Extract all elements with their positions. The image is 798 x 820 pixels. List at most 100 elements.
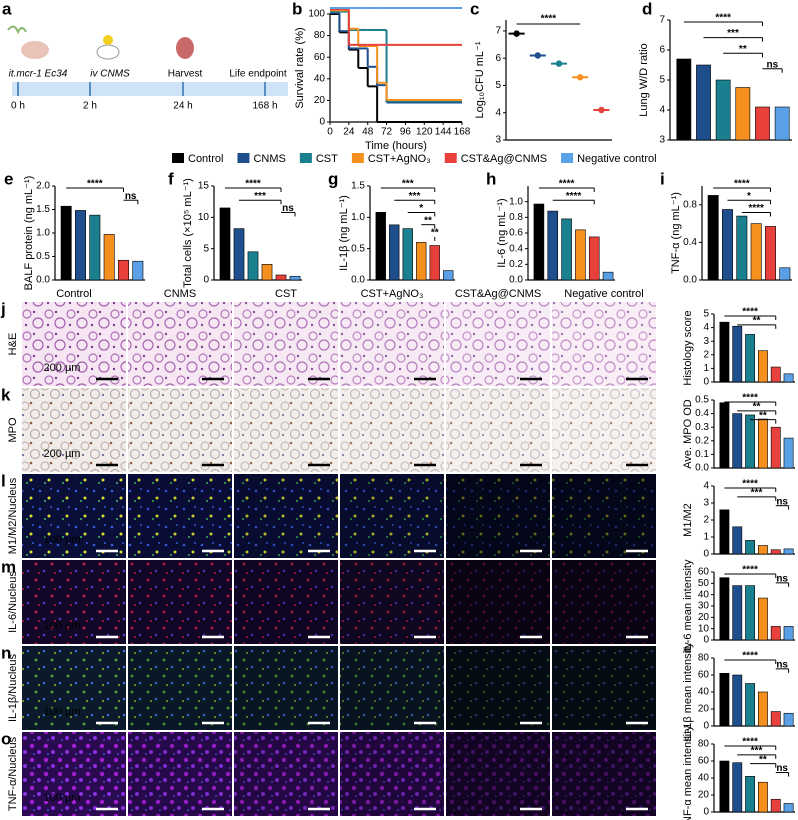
column-header: Negative control <box>564 288 644 300</box>
bar <box>770 711 781 727</box>
micrograph-dim <box>340 646 444 730</box>
y-tick-label: 0.1 <box>695 449 709 460</box>
stain-label: MPO <box>7 417 19 443</box>
y-tick-label: 5 <box>659 75 665 86</box>
panel-letter: l <box>1 471 6 490</box>
step-label: Harvest <box>168 69 203 80</box>
micrograph-dim <box>446 474 550 558</box>
micrograph <box>22 646 126 730</box>
micrograph <box>128 560 232 644</box>
bar <box>770 798 781 813</box>
scale-label: 100 µm <box>44 534 81 546</box>
legend-swatch <box>299 153 312 163</box>
bar <box>719 321 730 383</box>
y-tick-label: 0.2 <box>695 435 709 446</box>
x-tick-label: 0 <box>327 127 333 138</box>
micrograph-tint <box>128 302 232 386</box>
y-tick-label: 100 <box>308 9 325 20</box>
micrograph-dim <box>552 732 656 816</box>
micrograph-dim <box>128 474 232 558</box>
bar <box>707 195 719 281</box>
timeline-bar <box>12 82 288 96</box>
micrograph <box>128 388 232 472</box>
significance-label: *** <box>409 191 421 202</box>
bar <box>770 366 781 383</box>
y-tick-label: 7 <box>495 26 501 37</box>
bar <box>755 106 770 141</box>
panel-letter: n <box>1 643 11 662</box>
micrograph <box>340 388 444 472</box>
bar <box>132 260 144 281</box>
panel-letter: k <box>1 385 11 404</box>
significance-label: * <box>419 203 423 214</box>
micrograph-dim <box>128 560 232 644</box>
bar <box>247 251 259 281</box>
panel-letter: i <box>660 169 665 188</box>
micrograph-dim <box>234 732 338 816</box>
bar <box>757 781 768 813</box>
bar <box>745 585 756 641</box>
panel-letter: e <box>4 169 13 188</box>
micrograph-dim <box>340 560 444 644</box>
legend-swatch <box>172 153 184 163</box>
micrograph-dim <box>552 646 656 730</box>
y-tick-label: 15 <box>198 181 210 192</box>
bar <box>757 691 768 727</box>
bar <box>757 350 768 383</box>
y-tick-label: 3 <box>495 135 501 146</box>
y-tick-label: 60 <box>698 567 710 578</box>
bar <box>736 215 748 281</box>
legend-label: CST <box>316 153 338 165</box>
panel-letter: b <box>292 0 302 18</box>
micrograph <box>234 388 338 472</box>
bar <box>732 413 743 469</box>
stain-label: M1/M2/Nucleus <box>7 477 19 554</box>
significance-label: ns <box>776 496 788 507</box>
significance-label: *** <box>751 487 763 498</box>
micrograph-tint <box>234 388 338 472</box>
micrograph <box>552 388 656 472</box>
significance-label: ** <box>759 410 767 421</box>
y-tick-label: 10 <box>698 623 710 634</box>
y-tick-label: 0.8 <box>683 199 697 210</box>
column-header: CNMS <box>164 288 196 300</box>
micrograph <box>446 302 550 386</box>
bacteria-icon <box>7 25 27 35</box>
scale-label: 100 µm <box>44 620 81 632</box>
bar <box>289 275 301 281</box>
y-tick-label: 10 <box>198 212 210 223</box>
micrograph-dim <box>446 732 550 816</box>
micrograph <box>340 474 444 558</box>
significance-label: **** <box>87 179 103 190</box>
bar <box>783 437 794 469</box>
micrograph-tint <box>446 388 550 472</box>
micrograph <box>22 388 126 472</box>
bar <box>575 229 586 281</box>
x-tick-label: 120 <box>416 127 433 138</box>
column-header: CST <box>275 288 297 300</box>
y-tick-label: 80 <box>698 653 710 664</box>
mean-dot <box>555 60 563 67</box>
y-axis-label: Histology score <box>682 310 694 385</box>
y-axis-label: Ave. MPO OD <box>682 399 694 469</box>
y-tick-label: 3 <box>703 498 709 509</box>
y-tick-label: 0 <box>703 721 709 732</box>
y-axis-label: IL-1β mean intensity <box>682 642 694 742</box>
bar <box>719 577 730 641</box>
micrograph-dim <box>340 732 444 816</box>
bar <box>765 226 776 281</box>
y-axis-label: Lung W/D ratio <box>638 43 650 116</box>
micrograph-dim <box>446 646 550 730</box>
bar <box>745 775 756 813</box>
y-tick-label: 5 <box>703 309 709 320</box>
micrograph-dim <box>446 560 550 644</box>
y-tick-label: 80 <box>698 739 710 750</box>
stain-label: IL-6/Nucleus <box>7 571 19 633</box>
micrograph-dim <box>234 474 338 558</box>
y-tick-label: 1.0 <box>509 196 523 207</box>
y-axis-label: IL-6 mean intensity <box>682 559 694 652</box>
y-tick-label: 0 <box>703 377 709 388</box>
bar <box>416 242 427 281</box>
micrograph-dim <box>128 732 232 816</box>
panel-letter: m <box>1 557 16 576</box>
